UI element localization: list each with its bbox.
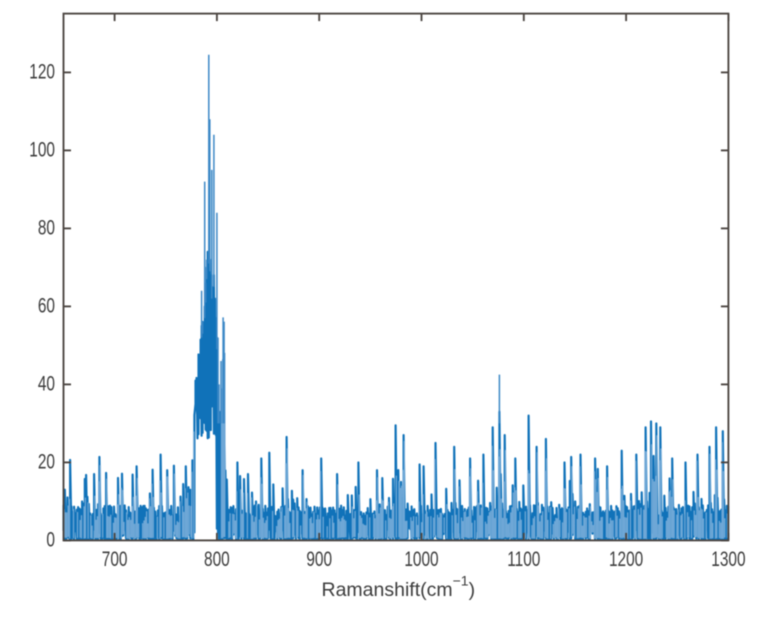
svg-text:40: 40 (38, 371, 55, 395)
svg-text:0: 0 (46, 527, 55, 551)
svg-text:900: 900 (306, 547, 332, 571)
svg-text:20: 20 (38, 449, 55, 473)
svg-text:60: 60 (38, 293, 55, 317)
svg-text:1300: 1300 (711, 547, 745, 571)
svg-text:1100: 1100 (507, 547, 540, 571)
svg-text:100: 100 (29, 137, 55, 161)
svg-text:700: 700 (102, 547, 128, 571)
svg-text:1000: 1000 (404, 547, 438, 571)
svg-text:120: 120 (29, 59, 55, 83)
svg-text:800: 800 (204, 547, 230, 571)
svg-text:1200: 1200 (609, 547, 643, 571)
svg-text:80: 80 (38, 215, 55, 239)
